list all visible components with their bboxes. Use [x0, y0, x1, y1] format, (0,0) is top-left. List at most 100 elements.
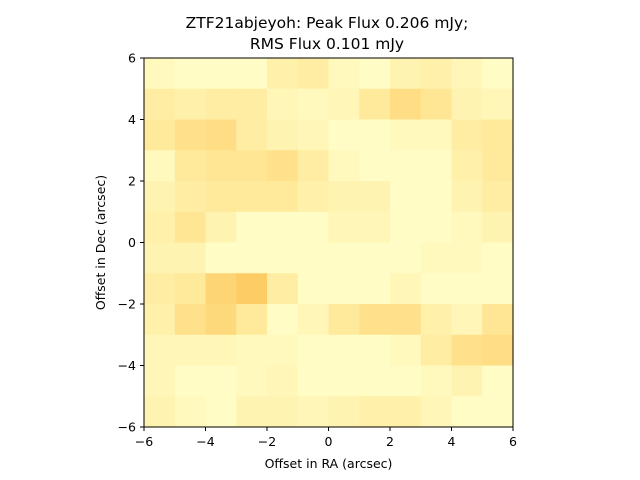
heatmap-cell [144, 242, 176, 274]
heatmap-cell [482, 304, 514, 336]
y-tick-label: 2 [128, 174, 136, 189]
heatmap-cell [174, 273, 207, 305]
heatmap-cell [328, 242, 360, 274]
heatmap-cell [451, 242, 483, 274]
heatmap-cell [174, 304, 207, 336]
heatmap-cell [390, 304, 422, 336]
heatmap-cell [205, 242, 237, 274]
heatmap-cell [390, 211, 422, 244]
heatmap-cell [359, 242, 391, 274]
heatmap-cell [205, 396, 237, 428]
heatmap-cell [297, 242, 330, 274]
heatmap-cell [482, 211, 514, 244]
heatmap-cell [174, 334, 207, 367]
heatmap-cell [482, 181, 514, 213]
heatmap-cell [390, 396, 422, 428]
heatmap-cell [328, 88, 360, 121]
heatmap-cell [174, 88, 207, 121]
heatmap-cell [297, 150, 330, 182]
y-ticks: −6 −4 −2 0 2 4 6 [118, 51, 144, 435]
heatmap-cell [174, 365, 207, 397]
heatmap-cell [482, 334, 514, 367]
heatmap-cell [267, 304, 299, 336]
heatmap-cell [482, 88, 514, 121]
heatmap-cell [359, 119, 391, 151]
heatmap-cell [420, 119, 453, 151]
heatmap-cell [328, 211, 360, 244]
heatmap-cell [359, 334, 391, 367]
heatmap-cell [359, 150, 391, 182]
heatmap-cell [390, 150, 422, 182]
heatmap-cell [297, 334, 330, 367]
chart-title-line2: RMS Flux 0.101 mJy [250, 35, 404, 53]
heatmap-cell [144, 181, 176, 213]
heatmap-cell [205, 181, 237, 213]
heatmap-cell [482, 242, 514, 274]
heatmap-cell [174, 58, 207, 90]
y-tick-label: 6 [128, 51, 136, 66]
heatmap-cell [267, 181, 299, 213]
heatmap-cell [328, 58, 360, 90]
heatmap-cell [144, 58, 176, 90]
heatmap-cell [359, 304, 391, 336]
heatmap-cell [267, 150, 299, 182]
heatmap-cell [359, 211, 391, 244]
heatmap-cell [236, 273, 268, 305]
heatmap-cell [267, 88, 299, 121]
heatmap-cell [267, 396, 299, 428]
x-tick-label: −4 [196, 434, 214, 449]
heatmap-cell [297, 58, 330, 90]
heatmap-cell [328, 273, 360, 305]
heatmap-cell [420, 88, 453, 121]
heatmap-cell [359, 365, 391, 397]
heatmap-cell [451, 181, 483, 213]
heatmap-cell [328, 181, 360, 213]
heatmap-cell [144, 211, 176, 244]
heatmap-cell [451, 58, 483, 90]
heatmap-cell [205, 365, 237, 397]
x-tick-label: 0 [325, 434, 333, 449]
heatmap-cell [482, 119, 514, 151]
heatmap-cell [328, 396, 360, 428]
heatmap-cell [451, 88, 483, 121]
heatmap-cell [236, 150, 268, 182]
heatmap-cell [451, 119, 483, 151]
heatmap-cell [174, 211, 207, 244]
heatmap-cell [420, 150, 453, 182]
heatmap-cell [236, 119, 268, 151]
heatmap-cell [451, 304, 483, 336]
heatmap-cell [359, 396, 391, 428]
heatmap-cell [297, 119, 330, 151]
y-axis-label: Offset in Dec (arcsec) [93, 175, 108, 310]
heatmap-cell [297, 396, 330, 428]
heatmap-cell [297, 88, 330, 121]
heatmap-cell [420, 304, 453, 336]
heatmap-cell [205, 58, 237, 90]
heatmap-cell [144, 150, 176, 182]
heatmap-cell [297, 181, 330, 213]
heatmap-cell [205, 211, 237, 244]
heatmap-cell [236, 242, 268, 274]
heatmap-cell [267, 211, 299, 244]
heatmap-cell [420, 211, 453, 244]
heatmap-cell [267, 365, 299, 397]
heatmap-cell [297, 365, 330, 397]
heatmap-cell [297, 273, 330, 305]
heatmap-cell [420, 334, 453, 367]
heatmap-cell [390, 365, 422, 397]
heatmap-cell [267, 273, 299, 305]
heatmap-cell [144, 334, 176, 367]
heatmap-cell [236, 396, 268, 428]
heatmap-cell [390, 58, 422, 90]
heatmap-cell [420, 181, 453, 213]
heatmap-cell [482, 273, 514, 305]
heatmap-cell [451, 211, 483, 244]
heatmap-cell [144, 88, 176, 121]
x-tick-label: 4 [448, 434, 456, 449]
heatmap-cell [390, 273, 422, 305]
heatmap-cell [297, 211, 330, 244]
heatmap-cell [236, 334, 268, 367]
heatmap-cell [451, 334, 483, 367]
heatmap-cell [390, 181, 422, 213]
